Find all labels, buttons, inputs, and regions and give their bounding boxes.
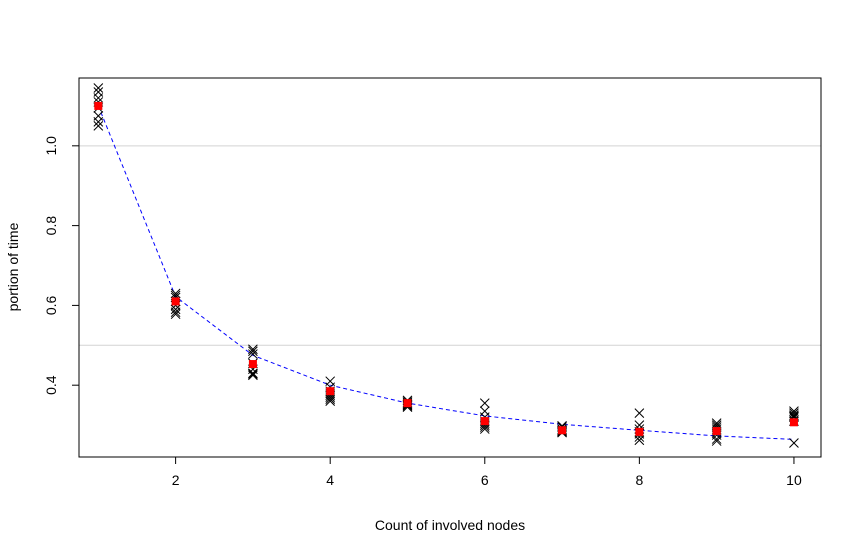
sample-point	[170, 307, 181, 318]
mean-point	[712, 427, 721, 436]
x-tick-label: 4	[326, 472, 334, 488]
sample-point	[248, 369, 258, 379]
sample-point	[325, 394, 336, 405]
sample-point	[789, 408, 799, 418]
sample-point	[248, 346, 258, 357]
sample-point	[248, 349, 258, 359]
sample-point	[93, 83, 104, 93]
sample-point	[248, 344, 258, 355]
sample-point	[170, 304, 181, 315]
mean-points-layer	[94, 101, 798, 436]
sample-point	[170, 288, 181, 299]
x-tick-label: 10	[786, 472, 802, 488]
x-tick-label: 8	[635, 472, 643, 488]
sample-point	[93, 93, 104, 103]
y-tick-label: 1.0	[43, 136, 59, 156]
sample-point	[93, 121, 104, 131]
mean-point	[403, 399, 412, 408]
mean-point	[171, 297, 180, 306]
sample-point	[634, 408, 645, 418]
sample-point	[479, 424, 490, 434]
y-axis-title: portion of time	[5, 222, 21, 311]
sample-point	[711, 434, 722, 444]
sample-point	[711, 436, 722, 446]
x-axis: 2 4 6 8 10	[172, 457, 802, 488]
mean-point	[248, 360, 257, 369]
plot-frame	[78, 77, 822, 458]
fit-line-layer	[97, 105, 794, 440]
mean-point	[480, 417, 489, 426]
sample-point	[479, 398, 490, 408]
x-tick-label: 6	[481, 472, 489, 488]
mean-point	[635, 427, 644, 436]
y-tick-label: 0.4	[43, 375, 59, 395]
sample-points-layer	[93, 83, 799, 448]
mean-point	[326, 387, 335, 396]
y-tick-label: 0.6	[43, 295, 59, 315]
sample-point	[170, 309, 181, 320]
x-axis-title: Count of involved nodes	[375, 517, 525, 533]
sample-point	[634, 435, 645, 446]
sample-point	[789, 438, 799, 448]
reference-lines	[79, 145, 821, 346]
mean-point	[789, 418, 798, 427]
fit-line	[97, 105, 794, 440]
sample-point	[93, 117, 104, 127]
mean-point	[94, 101, 103, 110]
sample-point	[248, 368, 258, 379]
mean-point	[558, 426, 567, 435]
x-tick-label: 2	[172, 472, 180, 488]
y-axis: 0.4 0.6 0.8 1.0	[43, 136, 79, 395]
y-tick-label: 0.8	[43, 216, 59, 236]
sample-point	[325, 396, 336, 407]
sample-point	[248, 370, 258, 381]
